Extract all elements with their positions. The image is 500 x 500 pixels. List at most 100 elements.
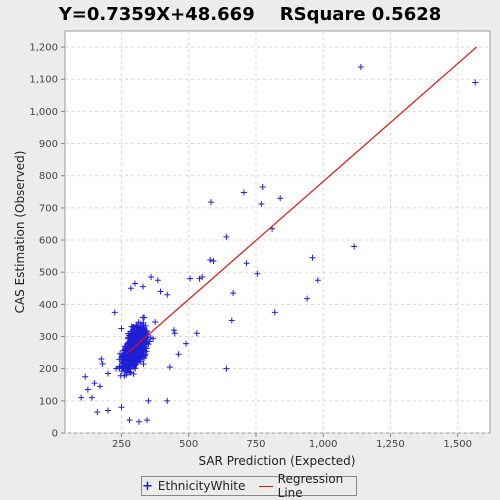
data-point xyxy=(119,352,126,359)
data-point xyxy=(171,330,178,337)
data-point xyxy=(187,275,194,282)
data-point xyxy=(143,327,150,334)
y-tick-label: 400 xyxy=(39,300,58,311)
data-point xyxy=(137,347,144,354)
data-point xyxy=(128,323,135,330)
data-point xyxy=(135,332,142,339)
data-point xyxy=(144,417,151,424)
data-point xyxy=(124,366,131,373)
data-point xyxy=(145,397,152,404)
data-point xyxy=(170,327,177,334)
data-point xyxy=(121,352,128,359)
x-tick-label: 1,500 xyxy=(443,439,472,450)
chart-title: Y=0.7359X+48.669 RSquare 0.5628 xyxy=(58,4,442,25)
data-point xyxy=(125,330,132,337)
data-point xyxy=(145,341,152,348)
data-point xyxy=(230,290,237,297)
data-point xyxy=(127,359,134,366)
data-point xyxy=(113,365,120,372)
data-point xyxy=(96,383,103,390)
legend-item-ethnicity-white: + EthnicityWhite xyxy=(142,479,245,493)
data-point xyxy=(98,356,105,363)
data-point xyxy=(78,394,85,401)
data-point xyxy=(135,326,142,333)
y-tick-label: 1,000 xyxy=(29,107,58,118)
x-tick-label: 750 xyxy=(246,439,265,450)
x-tick-label: 250 xyxy=(112,439,131,450)
data-point xyxy=(135,418,142,425)
data-point xyxy=(140,360,147,367)
data-point xyxy=(131,280,138,287)
data-point xyxy=(139,322,146,329)
data-point xyxy=(131,350,138,357)
data-point xyxy=(157,288,164,295)
y-tick-label: 500 xyxy=(39,268,58,279)
data-point xyxy=(99,360,106,367)
grid-lines xyxy=(65,31,490,434)
data-point xyxy=(126,354,133,361)
data-point xyxy=(123,358,130,365)
data-point xyxy=(91,380,98,387)
data-point xyxy=(140,339,147,346)
data-point xyxy=(271,309,278,316)
data-point xyxy=(243,260,250,267)
data-point xyxy=(116,363,123,370)
data-point xyxy=(193,330,200,337)
data-point xyxy=(117,372,124,379)
data-point xyxy=(139,325,146,332)
data-point xyxy=(111,309,118,316)
x-tick-label: 500 xyxy=(179,439,198,450)
data-point xyxy=(240,189,247,196)
y-tick-label: 100 xyxy=(39,396,58,407)
y-tick-label: 300 xyxy=(39,332,58,343)
x-tick-label: 1,000 xyxy=(309,439,338,450)
legend-label: EthnicityWhite xyxy=(157,479,246,493)
data-point xyxy=(223,233,230,240)
data-point xyxy=(88,394,95,401)
data-point xyxy=(309,254,316,261)
data-point xyxy=(133,350,140,357)
data-point xyxy=(183,340,190,347)
data-point xyxy=(135,319,142,326)
y-tick-label: 700 xyxy=(39,203,58,214)
data-point xyxy=(277,195,284,202)
regression-line xyxy=(126,46,477,355)
data-point xyxy=(196,275,203,282)
data-point xyxy=(94,409,101,416)
data-point xyxy=(123,371,130,378)
data-point xyxy=(259,183,266,190)
data-point xyxy=(135,344,142,351)
data-point xyxy=(127,365,134,372)
data-point xyxy=(118,404,125,411)
data-point xyxy=(137,353,144,360)
data-point xyxy=(133,322,140,329)
data-point xyxy=(150,335,157,342)
data-point xyxy=(126,417,133,424)
data-point xyxy=(166,364,173,371)
data-point xyxy=(210,257,217,264)
data-point xyxy=(164,397,171,404)
data-point xyxy=(472,79,479,86)
data-point xyxy=(82,373,89,380)
data-point xyxy=(133,359,140,366)
data-point xyxy=(228,317,235,324)
data-point xyxy=(128,358,135,365)
data-point xyxy=(152,319,159,326)
data-point xyxy=(258,201,265,208)
data-point xyxy=(175,351,182,358)
data-point xyxy=(304,295,311,302)
axes: 250 500 750 1,000 1,250 1,500 0 100 200 300 400 500… xyxy=(29,43,472,450)
y-axis-label: CAS Estimation (Observed) xyxy=(13,151,27,314)
data-point xyxy=(207,256,214,263)
data-point xyxy=(254,270,261,277)
data-point xyxy=(127,285,134,292)
data-point xyxy=(105,370,112,377)
data-point xyxy=(314,277,321,284)
data-point xyxy=(140,346,147,353)
data-point xyxy=(208,199,215,206)
data-point xyxy=(223,365,230,372)
y-tick-label: 800 xyxy=(39,171,58,182)
y-tick-label: 1,100 xyxy=(29,75,58,86)
x-tick-label: 1,250 xyxy=(376,439,405,450)
line-swatch-icon xyxy=(259,485,273,487)
